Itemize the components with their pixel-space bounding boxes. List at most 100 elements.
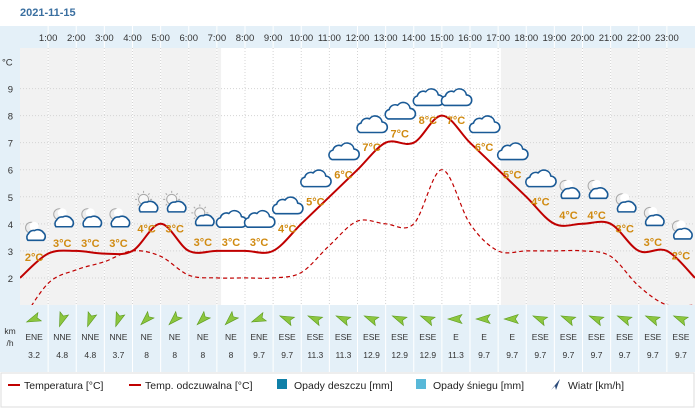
cloud-shape: [644, 214, 665, 227]
wind-speed-label: 12.9: [420, 350, 437, 360]
wind-direction-label: ESE: [335, 332, 352, 342]
wind-direction-label: ESE: [560, 332, 577, 342]
wind-arrow-shape: [250, 311, 268, 323]
wind-arrow: [560, 315, 577, 327]
cloud-shape: [588, 187, 609, 200]
wind-direction-label: E: [453, 332, 459, 342]
sun-ray: [193, 217, 196, 220]
wind-speed-label: 8: [200, 350, 205, 360]
hour-label: 3:00: [95, 33, 114, 44]
hour-label: 23:00: [655, 33, 679, 44]
hour-label: 12:00: [346, 33, 370, 44]
legend-label: Opady deszczu [mm]: [294, 380, 393, 392]
partly-cloudy-night-icon: [671, 220, 693, 240]
wind-speed-label: 9.7: [253, 350, 265, 360]
partly-cloudy-night-icon: [643, 206, 665, 227]
hour-label: 11:00: [318, 33, 341, 44]
wind-unit-label: km: [4, 326, 15, 336]
wind-arrow-shape: [307, 315, 324, 327]
cloud-shape: [384, 101, 417, 120]
wind-speed-label: 4.8: [84, 350, 96, 360]
hour-label: 15:00: [430, 33, 454, 44]
temperature-value-label: 7°C: [447, 115, 466, 127]
wind-speed-label: 8: [229, 350, 234, 360]
wind-direction-label: NE: [141, 332, 153, 342]
legend-item: Temperatura [°C]: [8, 380, 104, 392]
hour-label: 9:00: [264, 33, 283, 44]
wind-direction-label: ENE: [250, 332, 268, 342]
weather-icons: [25, 88, 693, 242]
sun-ray: [204, 206, 207, 209]
wind-arrow: [475, 313, 491, 325]
chart-grid: [20, 26, 695, 372]
cloud-shape: [468, 115, 501, 134]
temperature-value-label: 4°C: [531, 196, 550, 208]
wind-arrow: [224, 310, 240, 326]
cloud-shape: [138, 200, 159, 213]
legend-label: Temp. odczuwalna [°C]: [145, 380, 253, 392]
wind-arrow: [196, 310, 212, 326]
sun-ray: [137, 193, 140, 196]
legend-box: [0, 372, 695, 408]
wind-speed-label: 8: [144, 350, 149, 360]
y-tick-label: 3: [8, 247, 13, 258]
temperature-value-label: 4°C: [559, 210, 578, 222]
y-axis-band: [0, 48, 20, 305]
wind-arrow: [419, 315, 436, 327]
cloudy-icon: [328, 142, 360, 161]
hour-label: 10:00: [289, 33, 313, 44]
temperature-value-label: 8°C: [419, 115, 438, 127]
legend-item: Wiatr [km/h]: [551, 379, 624, 392]
wind-arrow-shape: [644, 315, 661, 327]
moon-shadow: [563, 179, 573, 189]
legend-item: Opady deszczu [mm]: [277, 379, 393, 392]
wind-arrow: [87, 310, 98, 328]
wind-speed-label: 11.3: [307, 350, 323, 360]
hour-label: 5:00: [151, 33, 170, 44]
wind-arrow: [446, 313, 463, 325]
cloud-shape: [440, 88, 473, 107]
wind-arrow-shape: [446, 313, 463, 325]
temperature-value-label: 3°C: [165, 223, 184, 235]
wind-arrow-shape: [363, 315, 380, 327]
moon-shadow: [57, 208, 67, 218]
cloud-shape: [243, 209, 276, 228]
temperature-value-label: 2°C: [25, 252, 44, 264]
temperature-value-label: 7°C: [390, 129, 409, 141]
y-tick-label: 7: [8, 139, 13, 150]
wind-arrow-shape: [616, 315, 633, 327]
wind-direction-label: ESE: [307, 332, 324, 342]
wind-arrow-shape: [588, 315, 605, 327]
temperature-value-label: 3°C: [109, 238, 128, 250]
partly-cloudy-night-icon: [109, 208, 131, 228]
wind-speed-label: 3.2: [28, 350, 40, 360]
hour-label: 8:00: [236, 33, 255, 44]
wind-arrow: [532, 315, 549, 327]
partly-cloudy-night-icon: [559, 179, 581, 200]
temperature-value-label: 3°C: [81, 238, 100, 250]
cloud-shape: [412, 88, 445, 107]
wind-arrow: [616, 315, 633, 327]
wind-direction-label: ESE: [391, 332, 408, 342]
cloud-shape: [82, 215, 103, 228]
temperature-value-label: 3°C: [644, 237, 663, 249]
partly-cloudy-day-icon: [191, 204, 215, 227]
wind-direction-label: NE: [225, 332, 237, 342]
cloudy-icon: [300, 169, 332, 188]
cloud-shape: [26, 228, 46, 242]
legend-box-marker: [416, 379, 426, 389]
wind-speed-label: 11.3: [335, 350, 351, 360]
legend-label: Wiatr [km/h]: [568, 380, 624, 392]
night-shade-morning: [20, 48, 222, 305]
wind-arrow-shape: [532, 315, 549, 327]
wind-speed-label: 9.7: [619, 350, 631, 360]
cloud-shape: [166, 200, 187, 213]
cloud-shape: [194, 214, 215, 227]
temperature-value-label: 4°C: [587, 210, 606, 222]
wind-arrow: [391, 315, 408, 327]
hour-label: 6:00: [180, 33, 199, 44]
partly-cloudy-day-icon: [163, 190, 187, 213]
y-tick-label: 8: [8, 112, 13, 123]
hour-label: 22:00: [627, 33, 651, 44]
